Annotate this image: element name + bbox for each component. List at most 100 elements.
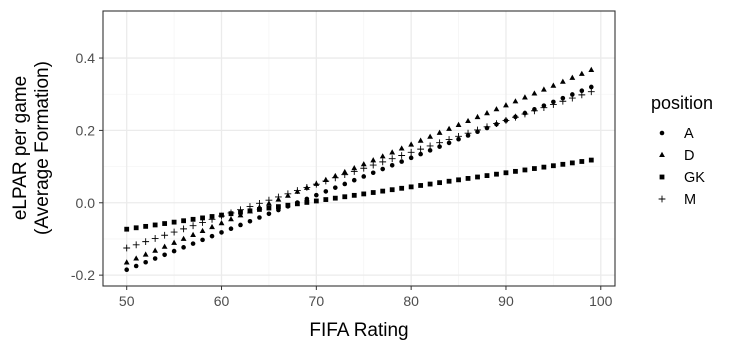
data-point-m — [360, 164, 368, 172]
data-point-d — [550, 82, 557, 88]
data-point-gk — [181, 218, 186, 224]
data-point-m — [322, 177, 330, 185]
data-point-a — [351, 177, 357, 183]
data-point-m — [246, 203, 254, 210]
data-point-a — [190, 241, 196, 246]
data-point-m — [189, 222, 197, 230]
data-point-a — [152, 256, 158, 261]
data-point-a — [238, 222, 243, 228]
data-point-gk — [323, 197, 329, 202]
legend-label-d: D — [684, 148, 694, 164]
data-point-a — [389, 162, 395, 168]
data-point-a — [266, 211, 272, 217]
data-point-m — [170, 228, 178, 236]
data-point-d — [522, 94, 528, 100]
data-point-d — [351, 164, 358, 171]
data-point-m — [436, 139, 443, 147]
data-point-gk — [124, 226, 130, 232]
y-axis-title: eLPAR per game (Average Formation) — [10, 61, 53, 235]
data-point-d — [569, 74, 576, 80]
data-point-d — [417, 137, 424, 143]
data-point-m — [474, 126, 481, 134]
data-point-m — [464, 129, 472, 137]
data-point-a — [399, 159, 404, 164]
data-point-gk — [588, 157, 594, 163]
data-point-m — [265, 196, 273, 204]
data-point-gk — [427, 181, 433, 187]
data-point-gk — [171, 219, 177, 225]
data-point-m — [275, 193, 282, 201]
series-a — [124, 84, 594, 273]
data-point-a — [570, 92, 575, 97]
data-point-a — [588, 84, 594, 90]
legend-title: position — [651, 93, 713, 113]
series-gk — [124, 157, 594, 232]
data-point-d — [408, 141, 415, 147]
data-point-gk — [550, 163, 556, 169]
data-point-m — [350, 168, 358, 175]
data-point-m — [559, 97, 567, 105]
data-point-gk — [285, 202, 291, 208]
series-d — [123, 66, 595, 265]
data-point-a — [427, 148, 433, 153]
data-point-gk — [484, 173, 490, 178]
data-point-a — [133, 263, 139, 269]
data-point-m — [568, 94, 576, 102]
data-point-gk — [541, 164, 547, 170]
data-point-m — [521, 110, 529, 118]
data-point-gk — [143, 223, 149, 229]
data-point-m — [502, 117, 510, 124]
data-point-m — [540, 104, 548, 112]
legend-key-d — [659, 151, 665, 157]
data-point-d — [218, 219, 225, 226]
data-point-gk — [257, 207, 262, 212]
data-point-m — [483, 123, 491, 131]
data-point-gk — [294, 201, 300, 207]
data-point-d — [190, 231, 196, 237]
data-point-m — [132, 241, 140, 249]
data-point-d — [531, 90, 538, 96]
x-tick-label: 80 — [403, 293, 419, 309]
data-point-d — [465, 117, 471, 124]
data-point-m — [218, 212, 225, 220]
data-point-m — [199, 219, 206, 226]
data-point-a — [209, 233, 215, 239]
data-point-gk — [332, 195, 338, 201]
y-tick-label: 0.4 — [76, 50, 96, 66]
data-point-m — [151, 235, 159, 242]
data-point-gk — [200, 215, 205, 221]
data-point-a — [228, 226, 234, 231]
data-point-m — [256, 199, 263, 207]
data-point-gk — [418, 183, 424, 188]
data-point-d — [237, 212, 244, 218]
data-point-d — [578, 70, 585, 76]
data-point-m — [455, 132, 462, 140]
legend-label-m: M — [684, 192, 696, 208]
data-point-a — [579, 88, 585, 94]
data-point-m — [237, 206, 244, 214]
data-point-d — [142, 251, 149, 257]
data-point-a — [370, 170, 376, 176]
data-point-d — [484, 109, 490, 116]
x-tick-label: 90 — [498, 293, 514, 309]
data-point-gk — [446, 178, 452, 184]
data-point-a — [124, 267, 130, 273]
data-point-m — [312, 180, 320, 188]
data-point-gk — [133, 225, 139, 231]
legend-key-a — [659, 130, 665, 136]
data-point-gk — [304, 199, 310, 205]
data-point-a — [257, 215, 262, 220]
data-point-a — [171, 248, 177, 254]
data-point-gk — [152, 222, 158, 228]
data-point-gk — [190, 216, 196, 222]
data-point-m — [398, 152, 406, 159]
data-point-a — [418, 151, 423, 157]
data-point-a — [408, 155, 414, 161]
data-point-m — [341, 171, 349, 179]
data-point-m — [293, 187, 301, 194]
data-point-d — [209, 223, 215, 230]
data-point-a — [380, 166, 386, 172]
data-point-gk — [475, 174, 480, 180]
data-point-gk — [579, 159, 585, 164]
